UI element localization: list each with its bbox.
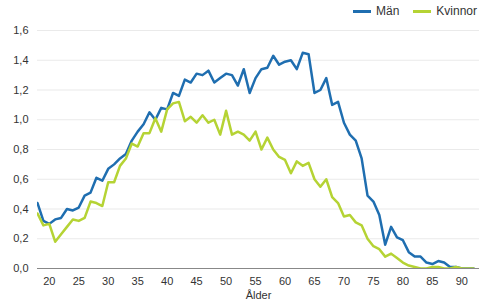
svg-text:0,2: 0,2 [13,232,28,244]
svg-text:90: 90 [456,275,468,287]
svg-text:65: 65 [308,275,320,287]
svg-text:60: 60 [279,275,291,287]
svg-text:30: 30 [102,275,114,287]
svg-text:50: 50 [220,275,232,287]
svg-text:80: 80 [397,275,409,287]
html-text:Män: Män [376,4,400,18]
svg-text:40: 40 [161,275,173,287]
svg-text:70: 70 [338,275,350,287]
svg-text:0,8: 0,8 [13,143,28,155]
svg-text:0,4: 0,4 [13,203,28,215]
svg-text:1,6: 1,6 [13,24,28,36]
svg-text:45: 45 [190,275,202,287]
svg-text:25: 25 [73,275,85,287]
svg-text:55: 55 [249,275,261,287]
svg-text:1,0: 1,0 [13,113,28,125]
svg-text:20: 20 [43,275,55,287]
svg-text:75: 75 [367,275,379,287]
svg-text:0,6: 0,6 [13,173,28,185]
svg-text:0,0: 0,0 [13,262,28,274]
svg-text:85: 85 [426,275,438,287]
html-text:Kvinnor: Kvinnor [436,4,477,18]
svg-text:Ålder: Ålder [246,289,272,301]
svg-text:1,2: 1,2 [13,84,28,96]
svg-text:1,4: 1,4 [13,54,28,66]
svg-text:35: 35 [132,275,144,287]
